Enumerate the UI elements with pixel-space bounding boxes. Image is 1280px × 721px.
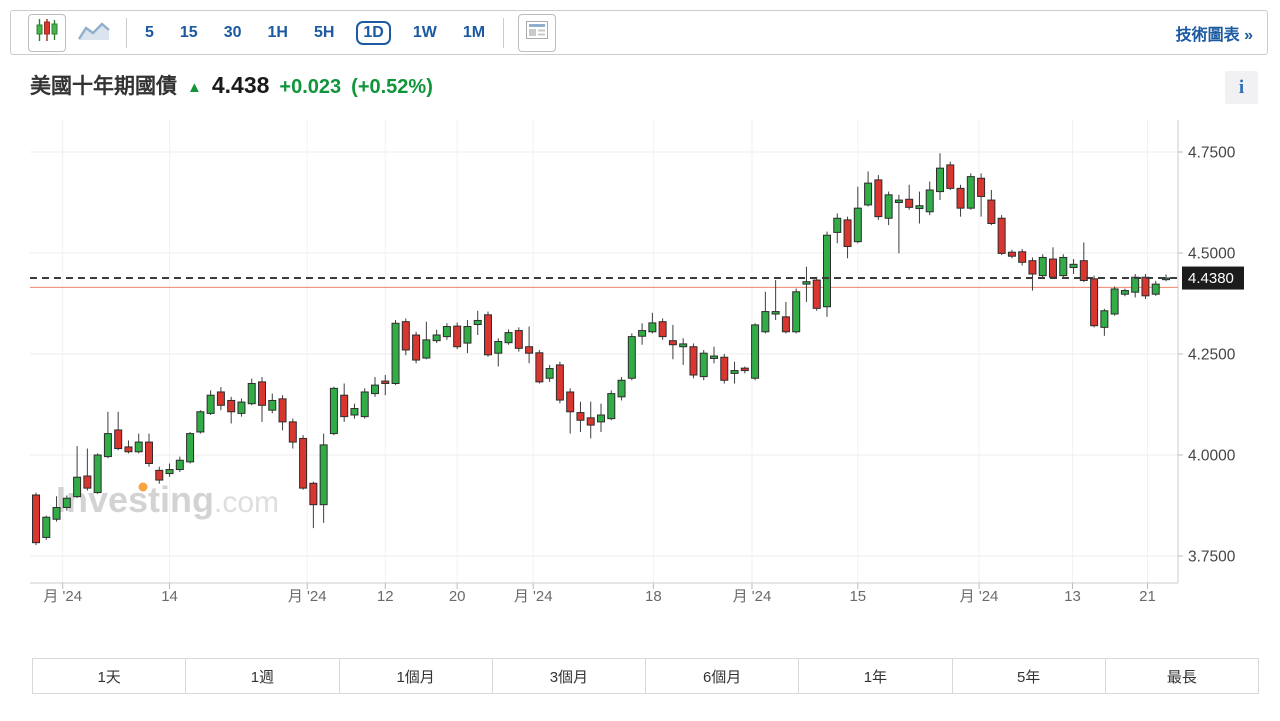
range-button-最長[interactable]: 最長 [1104, 659, 1258, 693]
x-axis-label: 月 '24 [43, 588, 82, 605]
toolbar-divider [126, 17, 127, 48]
time-range-bar: 1天 1週 1個月 3個月 6個月 1年 5年 最長 [32, 658, 1259, 694]
y-axis-label: 4.0000 [1188, 448, 1236, 465]
technical-charts-link[interactable]: 技術圖表 » [1175, 26, 1253, 44]
y-axis-label: 4.7500 [1188, 145, 1236, 162]
quote-header: 美國十年期國債 ▲ 4.438 +0.023 (+0.52%) [30, 70, 1210, 100]
watermark-logo-dot [138, 482, 148, 492]
candlestick-chart-type-button[interactable] [28, 13, 66, 52]
x-axis-label: 月 '24 [733, 588, 772, 605]
news-panel-button[interactable] [518, 13, 557, 52]
x-axis-label: 月 '24 [514, 588, 553, 605]
interval-selector: 5 15 30 1H 5H 1D 1W 1M [141, 20, 489, 45]
x-axis-label: 15 [849, 588, 866, 605]
x-axis-label: 12 [377, 588, 394, 605]
info-button[interactable]: i [1225, 71, 1258, 104]
x-axis-label: 月 '24 [288, 588, 327, 605]
interval-15[interactable]: 15 [179, 23, 198, 41]
instrument-title: 美國十年期國債 [30, 75, 177, 98]
area-chart-type-button[interactable] [76, 15, 112, 51]
interval-1h[interactable]: 1H [267, 23, 288, 41]
x-axis-label: 月 '24 [960, 588, 999, 605]
interval-5[interactable]: 5 [145, 23, 154, 41]
range-button-1個月[interactable]: 1個月 [338, 659, 492, 693]
area-chart-icon [77, 19, 110, 46]
price-change: +0.023 [279, 76, 342, 98]
chart-toolbar: 5 15 30 1H 5H 1D 1W 1M 技術圖表 » [10, 10, 1268, 55]
interval-30[interactable]: 30 [223, 23, 242, 41]
current-price-badge-text: 4.4380 [1188, 270, 1234, 287]
range-button-1週[interactable]: 1週 [185, 659, 338, 693]
x-axis-label: 18 [645, 588, 662, 605]
interval-5h[interactable]: 5H [313, 23, 335, 41]
price-chart[interactable]: Investing.com 4.7500 4.5000 4.2500 4.0000 3.7… [0, 120, 1280, 620]
x-axis-label: 21 [1139, 588, 1156, 605]
candlestick-icon [36, 18, 58, 47]
price-change-percent: (+0.52%) [351, 76, 433, 98]
range-button-1年[interactable]: 1年 [798, 659, 951, 693]
interval-1m[interactable]: 1M [462, 23, 486, 41]
x-axis-label: 14 [161, 588, 178, 605]
range-button-6個月[interactable]: 6個月 [645, 659, 798, 693]
price-up-arrow-icon: ▲ [187, 79, 202, 96]
x-axis-label: 13 [1064, 588, 1081, 605]
news-panel-icon [526, 21, 549, 44]
last-price: 4.438 [211, 72, 270, 98]
investing-watermark: Investing.com [56, 479, 279, 520]
x-axis-label: 20 [449, 588, 466, 605]
range-button-1天[interactable]: 1天 [97, 668, 121, 686]
y-axis-label: 3.7500 [1188, 549, 1236, 566]
toolbar-divider [503, 17, 505, 48]
current-price-badge [1182, 266, 1244, 290]
range-button-5年[interactable]: 5年 [951, 659, 1105, 693]
candlestick-plot[interactable]: Investing.com 4.7500 4.5000 4.2500 4.0000 3.7… [0, 120, 1280, 620]
y-axis-label: 4.2500 [1188, 347, 1236, 364]
range-button-3個月[interactable]: 3個月 [491, 659, 645, 693]
y-axis-label: 4.5000 [1188, 246, 1236, 263]
interval-1d[interactable]: 1D [356, 20, 391, 45]
interval-1w[interactable]: 1W [412, 23, 437, 41]
